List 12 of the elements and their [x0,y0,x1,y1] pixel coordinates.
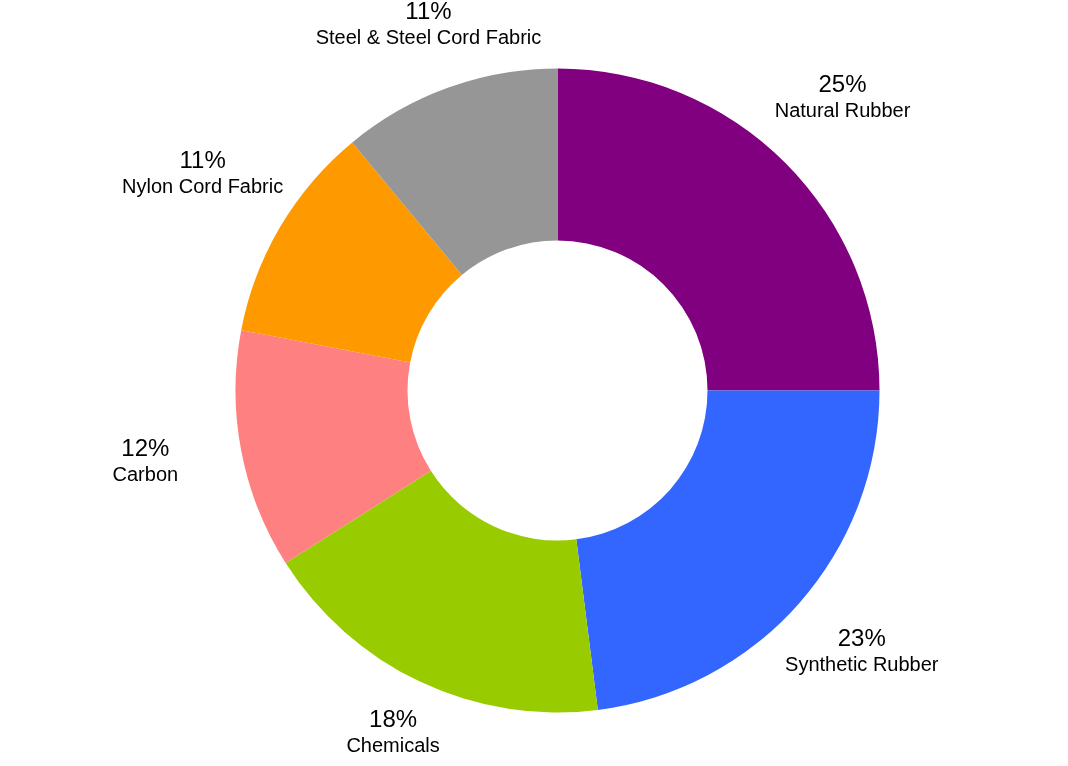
slice-label: Chemicals [346,733,440,756]
slice-label: Natural Rubber [774,99,911,122]
slice-label: Steel & Steel Cord Fabric [315,26,542,49]
slice-label: Synthetic Rubber [785,652,939,675]
data-label: 12% [121,434,170,462]
data-label: 18% [369,704,418,732]
data-label: 25% [818,70,867,98]
slice-label: Nylon Cord Fabric [122,174,284,197]
data-label: 23% [837,623,886,651]
data-label: 11% [179,145,226,173]
slice-label: Carbon [112,463,179,486]
data-label: 11% [405,0,452,25]
